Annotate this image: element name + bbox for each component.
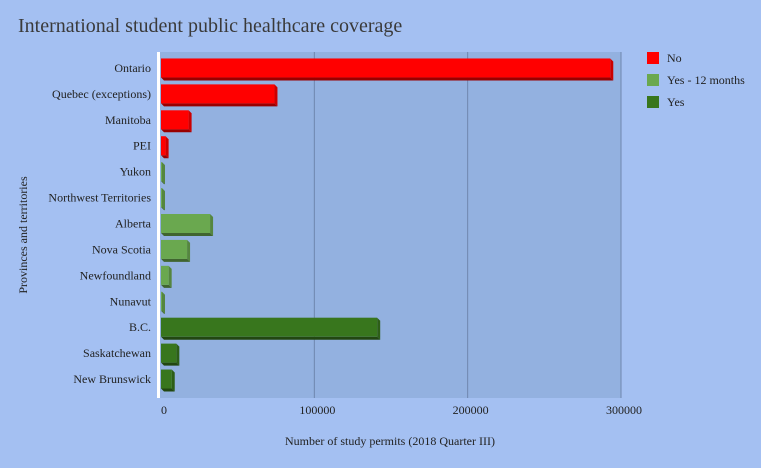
legend-swatch	[647, 52, 659, 64]
bar-side	[162, 291, 165, 314]
bar-side	[274, 84, 278, 107]
y-tick-label: B.C.	[129, 320, 151, 334]
bar-side	[168, 265, 172, 288]
plot-area	[160, 52, 621, 398]
bar-face	[161, 343, 177, 363]
bar-bottom	[161, 336, 381, 340]
chart-title: International student public healthcare …	[18, 15, 402, 37]
bar	[161, 110, 192, 133]
y-tick-label: PEI	[133, 139, 151, 153]
legend-swatch	[647, 96, 659, 108]
bar-bottom	[161, 388, 175, 392]
y-tick-labels: Ontario Quebec (exceptions) Manitoba PEI Yuk…	[48, 61, 151, 386]
bar-bottom	[161, 362, 180, 366]
legend-label: Yes - 12 months	[667, 73, 745, 87]
bar	[161, 162, 165, 185]
bar-side	[188, 110, 192, 133]
bar-side	[176, 343, 180, 366]
bars	[161, 58, 614, 392]
y-tick-label: Nunavut	[110, 294, 152, 308]
bar-bottom	[161, 233, 214, 236]
bar-side	[162, 162, 165, 185]
bar-face	[161, 369, 172, 389]
y-axis-label: Provinces and territories	[16, 176, 30, 294]
bar	[161, 369, 175, 392]
bar-bottom	[161, 129, 192, 133]
bar-face	[161, 162, 162, 182]
bar	[161, 265, 172, 288]
bar-side	[162, 188, 165, 211]
bar-face	[161, 188, 162, 208]
legend-label: No	[667, 51, 682, 65]
legend-item[interactable]: Yes	[647, 95, 685, 109]
bar-side	[610, 58, 614, 81]
y-tick-label: Quebec (exceptions)	[52, 87, 151, 101]
bar	[161, 317, 381, 340]
bar-bottom	[161, 310, 165, 314]
bar-face	[161, 239, 188, 259]
bar-face	[161, 265, 169, 285]
bar	[161, 239, 191, 262]
y-tick-label: Manitoba	[105, 113, 152, 127]
y-tick-label: Northwest Territories	[48, 191, 151, 205]
x-tick-label: 100000	[299, 403, 335, 417]
bar-side	[377, 317, 381, 340]
bar-face	[161, 84, 275, 104]
y-tick-label: New Brunswick	[73, 372, 151, 386]
bar-bottom	[161, 284, 172, 288]
legend-swatch	[647, 74, 659, 86]
bar	[161, 84, 278, 107]
bar-side	[171, 369, 175, 392]
grid-lines	[313, 52, 622, 398]
bar	[161, 214, 214, 236]
bar-bottom	[161, 77, 614, 81]
bar	[161, 136, 169, 159]
bar-face	[161, 317, 378, 337]
bar-face	[161, 136, 166, 156]
plot-left-wall	[157, 52, 160, 398]
legend-item[interactable]: No	[647, 51, 682, 65]
bar-bottom	[161, 155, 169, 159]
y-tick-label: Yukon	[120, 165, 151, 179]
legend-label: Yes	[667, 95, 685, 109]
y-tick-label: Ontario	[114, 61, 151, 75]
x-tick-label: 300000	[606, 403, 642, 417]
x-tick-labels: 0 100000 200000 300000	[161, 403, 642, 417]
bar	[161, 58, 614, 81]
bar-face	[161, 58, 611, 78]
y-tick-label: Saskatchewan	[83, 346, 151, 360]
bar	[161, 291, 165, 314]
x-tick-label: 200000	[453, 403, 489, 417]
bar-face	[161, 214, 211, 233]
legend-item[interactable]: Yes - 12 months	[647, 73, 745, 87]
x-tick-label: 0	[161, 403, 167, 417]
y-tick-label: Alberta	[115, 217, 152, 231]
bar	[161, 188, 165, 211]
y-tick-label: Newfoundland	[80, 268, 151, 282]
bar-face	[161, 291, 162, 311]
bar-side	[210, 214, 214, 236]
bar-side	[187, 239, 191, 262]
bar-bottom	[161, 258, 191, 262]
bar-side	[165, 136, 169, 159]
bar-bottom	[161, 181, 165, 185]
legend: No Yes - 12 months Yes	[647, 51, 745, 109]
bar-face	[161, 110, 189, 130]
bar-bottom	[161, 207, 165, 211]
bar	[161, 343, 180, 366]
bar-bottom	[161, 103, 278, 107]
x-axis-label: Number of study permits (2018 Quarter II…	[285, 434, 495, 448]
y-tick-label: Nova Scotia	[92, 242, 152, 256]
